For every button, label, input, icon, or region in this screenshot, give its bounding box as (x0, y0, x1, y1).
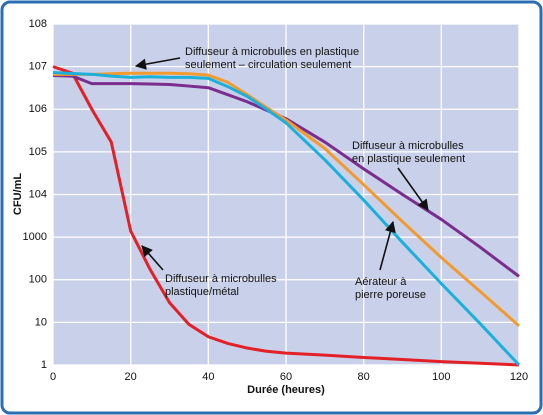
series-line (53, 71, 520, 327)
annotation: Diffuseur à microbulles en plastique (185, 46, 359, 58)
annotation: Diffuseur à microbulles (165, 273, 277, 285)
series-line (52, 65, 520, 367)
x-tick-label: 100 (432, 371, 450, 383)
annotation-arrow (379, 220, 396, 271)
y-tick-label: 100 (29, 274, 47, 286)
x-tick-label: 20 (125, 371, 137, 383)
x-tick-label: 0 (50, 371, 56, 383)
x-tick-label: 60 (280, 371, 292, 383)
y-tick-label: 104 (29, 188, 47, 200)
y-tick-label: 108 (29, 18, 47, 30)
series-line (52, 73, 520, 278)
y-tick-label: 10 (35, 316, 47, 328)
x-axis-label: Durée (heures) (247, 384, 325, 396)
y-axis-label: CFU/mL (12, 173, 24, 215)
y-tick-label: 105 (29, 146, 47, 158)
y-tick-label: 107 (29, 61, 47, 73)
annotation-arrow (134, 57, 181, 70)
annotation-arrow (141, 245, 164, 271)
series-line (52, 70, 521, 367)
x-tick-label: 40 (202, 371, 214, 383)
annotation: plastique/métal (165, 286, 239, 298)
y-tick-label: 1 (41, 359, 47, 371)
y-tick-label: 106 (29, 103, 47, 115)
annotation: Aérateur à (355, 276, 407, 288)
annotation: pierre poreuse (355, 289, 426, 301)
y-tick-label: 1000 (23, 231, 47, 243)
x-tick-label: 120 (510, 371, 528, 383)
annotation-arrow (397, 167, 429, 211)
annotation: Diffuseur à microbulles (352, 140, 464, 152)
annotation: seulement – circulation seulement (185, 59, 351, 71)
annotation: en plastique seulement (352, 153, 465, 165)
x-tick-label: 80 (358, 371, 370, 383)
